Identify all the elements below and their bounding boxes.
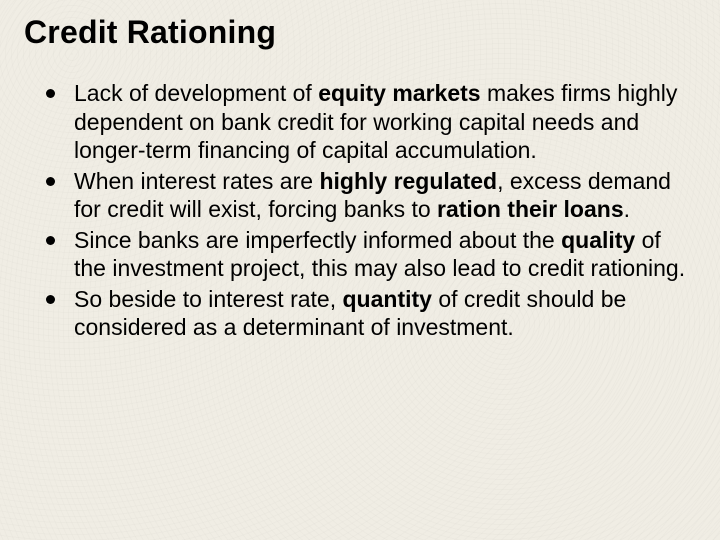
bullet-item: When interest rates are highly regulated… — [44, 167, 688, 224]
text-run: quality — [561, 227, 635, 253]
text-run: Lack of development of — [74, 80, 318, 106]
slide-title: Credit Rationing — [24, 14, 696, 51]
text-run: . — [624, 196, 630, 222]
text-run: quantity — [343, 286, 432, 312]
bullet-item: Since banks are imperfectly informed abo… — [44, 226, 688, 283]
bullet-list: Lack of development of equity markets ma… — [24, 79, 696, 342]
text-run: equity markets — [318, 80, 480, 106]
bullet-item: Lack of development of equity markets ma… — [44, 79, 688, 165]
bullet-item: So beside to interest rate, quantity of … — [44, 285, 688, 342]
text-run: highly regulated — [319, 168, 497, 194]
text-run: When interest rates are — [74, 168, 319, 194]
text-run: So beside to interest rate, — [74, 286, 343, 312]
text-run: ration their loans — [437, 196, 624, 222]
text-run: Since banks are imperfectly informed abo… — [74, 227, 561, 253]
